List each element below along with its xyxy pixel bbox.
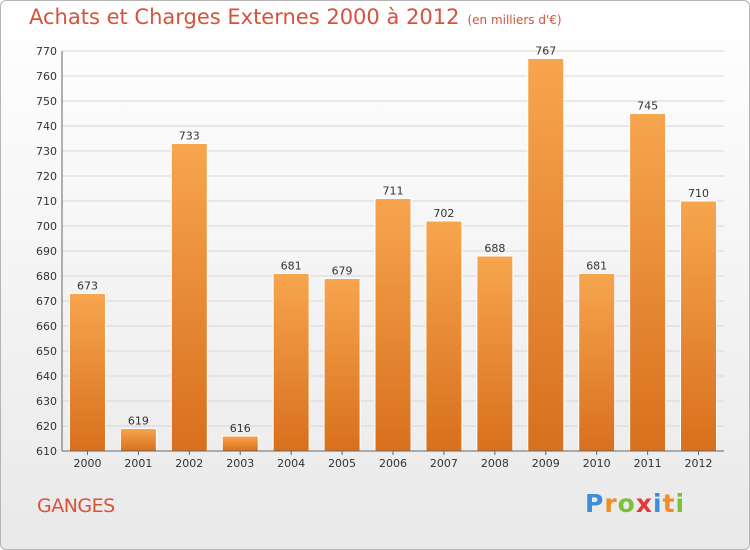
data-label: 616 (230, 422, 251, 435)
logo-letter: i (675, 489, 686, 518)
x-tick-label: 2010 (583, 457, 611, 470)
bar (221, 435, 259, 452)
x-tick-label: 2006 (379, 457, 407, 470)
x-tick-label: 2012 (685, 457, 713, 470)
x-tick-label: 2003 (226, 457, 254, 470)
bar (374, 198, 412, 452)
y-tick-label: 650 (36, 345, 57, 358)
logo-letter: i (653, 489, 663, 518)
y-tick-label: 710 (36, 195, 57, 208)
data-label: 673 (77, 280, 98, 293)
bar (68, 293, 106, 452)
x-tick-label: 2009 (532, 457, 560, 470)
commune-name: GANGES (37, 495, 115, 517)
x-tick-label: 2005 (328, 457, 356, 470)
bar (170, 143, 208, 452)
y-tick-label: 750 (36, 95, 57, 108)
bar (119, 428, 157, 452)
data-label: 767 (535, 45, 556, 58)
data-label: 688 (484, 242, 505, 255)
x-tick-label: 2007 (430, 457, 458, 470)
bar (578, 273, 616, 452)
x-tick-label: 2001 (124, 457, 152, 470)
y-tick-label: 700 (36, 220, 57, 233)
y-tick-label: 770 (36, 45, 57, 58)
y-axis: 610 620 630 640 650 660 670 680 690 700 710 720 730 7… (36, 45, 63, 458)
x-tick-label: 2011 (634, 457, 662, 470)
bar (272, 273, 310, 452)
x-tick-label: 2008 (481, 457, 509, 470)
bars: 673 619 733 616 681 679 711 702 688 767 681 745 710 (68, 45, 718, 452)
chart-title: Achats et Charges Externes 2000 à 2012 (e… (29, 5, 562, 29)
bar (680, 200, 718, 452)
logo-letter: t (662, 489, 676, 518)
y-tick-label: 760 (36, 70, 57, 83)
data-label: 681 (586, 260, 607, 273)
y-tick-label: 740 (36, 120, 57, 133)
bar (323, 278, 361, 452)
x-tick-label: 2002 (175, 457, 203, 470)
data-label: 679 (332, 265, 353, 278)
data-label: 702 (433, 207, 454, 220)
x-tick-label: 2004 (277, 457, 305, 470)
y-tick-label: 640 (36, 370, 57, 383)
data-label: 681 (281, 260, 302, 273)
bar (476, 255, 514, 452)
x-axis: 2000 2001 2002 2003 2004 2005 2006 2007 2008 2009… (62, 450, 724, 470)
logo-letter: o (617, 489, 636, 518)
y-tick-label: 690 (36, 245, 57, 258)
x-tick-label: 2000 (73, 457, 101, 470)
data-label: 733 (179, 130, 200, 143)
bar (425, 220, 463, 452)
logo-letter: x (635, 489, 653, 518)
data-label: 745 (637, 100, 658, 113)
logo-letter: r (604, 489, 618, 518)
bar (629, 113, 667, 452)
data-label: 619 (128, 415, 149, 428)
y-tick-label: 680 (36, 270, 57, 283)
y-tick-label: 620 (36, 420, 57, 433)
y-tick-label: 610 (36, 445, 57, 458)
logo-letter: P (585, 489, 605, 518)
y-tick-label: 630 (36, 395, 57, 408)
y-tick-label: 670 (36, 295, 57, 308)
y-tick-label: 660 (36, 320, 57, 333)
proxiti-logo[interactable]: Proxiti (585, 489, 685, 518)
data-label: 711 (383, 185, 404, 198)
bar (527, 58, 565, 452)
chart-unit: (en milliers d'€) (467, 13, 562, 27)
y-tick-label: 720 (36, 170, 57, 183)
y-tick-label: 730 (36, 145, 57, 158)
data-label: 710 (688, 187, 709, 200)
chart-title-text: Achats et Charges Externes 2000 à 2012 (29, 5, 460, 29)
